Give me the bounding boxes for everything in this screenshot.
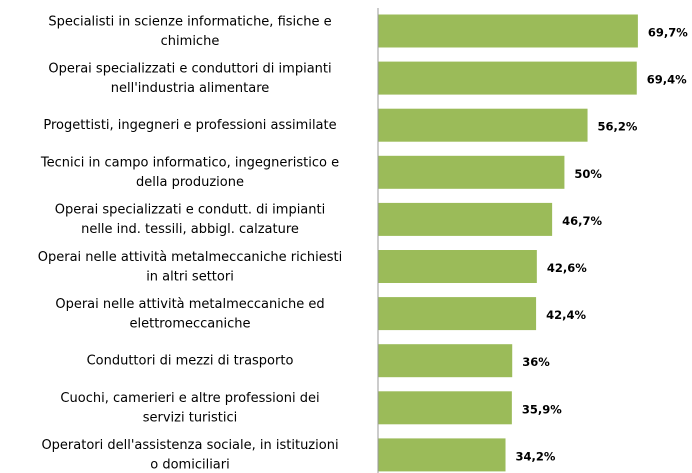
value-label: 36% [522, 355, 550, 369]
category-line: nell'industria alimentare [111, 80, 270, 95]
category-label: Operai specializzati e conduttori di imp… [48, 61, 331, 96]
category-line: Operai nelle attività metalmeccaniche ri… [38, 249, 342, 264]
category-line: o domiciliari [150, 457, 229, 472]
value-label: 69,4% [647, 73, 687, 87]
category-label: Cuochi, camerieri e altre professioni de… [60, 391, 319, 426]
value-label: 69,7% [648, 26, 688, 40]
category-line: della produzione [136, 175, 244, 190]
category-label: Operai nelle attività metalmeccaniche ri… [38, 249, 342, 284]
category-line: nelle ind. tessili, abbigl. calzature [81, 222, 299, 237]
value-label: 46,7% [562, 214, 602, 228]
category-line: elettromeccaniche [130, 316, 251, 331]
category-line: Specialisti in scienze informatiche, fis… [48, 14, 331, 29]
category-line: Operai specializzati e condutt. di impia… [55, 202, 325, 217]
category-label: Conduttori di mezzi di trasporto [87, 353, 294, 368]
bar [378, 344, 513, 378]
category-label: Specialisti in scienze informatiche, fis… [48, 14, 331, 49]
category-label: Operai specializzati e condutt. di impia… [55, 202, 325, 237]
value-label: 42,6% [547, 261, 587, 275]
category-line: Operai nelle attività metalmeccaniche ed [55, 296, 324, 311]
value-label: 34,2% [516, 449, 556, 463]
bar [378, 108, 588, 142]
category-label: Operai nelle attività metalmeccaniche ed… [55, 296, 324, 331]
category-line: Operai specializzati e conduttori di imp… [48, 61, 331, 76]
category-line: in altri settori [146, 269, 234, 284]
category-label: Tecnici in campo informatico, ingegneris… [40, 155, 339, 190]
bar [378, 250, 537, 283]
bar [378, 391, 512, 425]
bar [378, 14, 638, 48]
value-label: 56,2% [598, 120, 638, 134]
value-label: 50% [574, 167, 602, 181]
bar [378, 297, 537, 331]
value-label: 35,9% [522, 402, 562, 416]
bar [378, 438, 506, 472]
category-line: Cuochi, camerieri e altre professioni de… [60, 391, 319, 406]
category-line: servizi turistici [143, 410, 238, 425]
category-label: Operatori dell'assistenza sociale, in is… [41, 438, 338, 473]
category-line: Operatori dell'assistenza sociale, in is… [41, 438, 338, 453]
value-label: 42,4% [546, 308, 586, 322]
category-line: Progettisti, ingegneri e professioni ass… [43, 118, 336, 133]
category-line: chimiche [161, 33, 220, 48]
bar [378, 155, 565, 189]
category-label: Progettisti, ingegneri e professioni ass… [43, 118, 336, 133]
category-line: Tecnici in campo informatico, ingegneris… [40, 155, 339, 170]
bar [378, 61, 637, 95]
bar [378, 202, 553, 236]
category-line: Conduttori di mezzi di trasporto [87, 353, 294, 368]
